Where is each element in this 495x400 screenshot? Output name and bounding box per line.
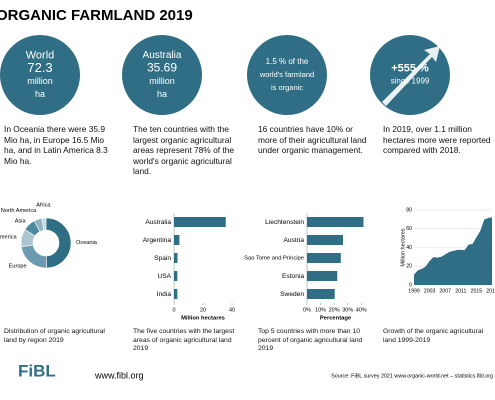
description: In 2019, over 1.1 million hectares more … xyxy=(383,124,491,155)
bar xyxy=(174,217,226,227)
pie-slice xyxy=(41,217,47,231)
stat-circle xyxy=(122,35,202,115)
y-tick-label: 40 xyxy=(406,245,412,251)
stat-line: ha xyxy=(35,89,45,99)
stat-line: is organic xyxy=(271,83,303,92)
category-label: Australia xyxy=(145,219,171,226)
stat-line: since 1999 xyxy=(391,77,430,86)
bar xyxy=(174,253,178,263)
stat-line: 72.3 xyxy=(27,60,52,75)
slice-label: Europe xyxy=(9,263,27,269)
stat-line: 35.69 xyxy=(147,61,177,75)
x-tick-label: 30% xyxy=(342,307,353,313)
bar xyxy=(307,289,335,299)
category-label: Austria xyxy=(283,237,304,244)
category-label: Liechtenstein xyxy=(265,219,304,226)
description: In Oceania there were 35.9 Mio ha, in Eu… xyxy=(4,124,108,166)
x-tick-label: 40% xyxy=(356,307,367,313)
x-tick-label: 2007 xyxy=(439,288,451,294)
slice-label: Asia xyxy=(15,218,27,224)
bar xyxy=(307,271,338,281)
description: The ten countries with the largest organ… xyxy=(133,124,235,176)
chart-caption: The five countries with the largest area… xyxy=(133,328,235,352)
y-tick-label: 80 xyxy=(406,207,412,213)
category-label: Argentina xyxy=(143,237,172,244)
x-tick-label: 20% xyxy=(329,307,340,313)
pie-slice xyxy=(45,217,72,269)
y-tick-label: 0 xyxy=(409,282,412,288)
source: Source: FiBL survey 2021 www.organic-wor… xyxy=(331,373,493,379)
y-tick-label: 60 xyxy=(406,226,412,232)
chart-caption: Distribution of organic agricultural lan… xyxy=(4,328,105,344)
area xyxy=(414,217,492,285)
bar xyxy=(307,253,341,263)
growth-arrow xyxy=(382,46,440,106)
bar xyxy=(307,235,343,245)
x-tick-label: 2003 xyxy=(424,288,436,294)
bar xyxy=(174,289,178,299)
category-label: Estonia xyxy=(282,273,304,280)
x-axis-label: Million hectares xyxy=(181,316,225,322)
slice-label: Latin America xyxy=(0,234,18,240)
x-tick-label: 20 xyxy=(200,307,206,313)
y-tick-label: 20 xyxy=(406,264,412,270)
stat-line: ha xyxy=(157,89,167,99)
logo: FiBL xyxy=(18,361,56,380)
chart-caption: Growth of the organic agricultural land … xyxy=(383,328,484,344)
slice-label: Africa xyxy=(36,203,51,209)
stat-line: 1.5 % of the xyxy=(266,57,309,66)
stat-circle xyxy=(0,35,80,115)
stat-line: World xyxy=(26,49,55,61)
x-tick-label: 40 xyxy=(229,307,235,313)
category-label: Spain xyxy=(154,255,171,262)
x-tick-label: 0 xyxy=(172,307,175,313)
stat-line: million xyxy=(149,76,175,86)
stat-line: million xyxy=(27,76,53,86)
bar xyxy=(307,217,364,227)
description: 16 countries have 10% or more of their a… xyxy=(258,124,367,155)
x-axis-label: Percentage xyxy=(320,316,352,322)
y-axis-label: Million hectares xyxy=(400,228,406,266)
x-tick-label: 0% xyxy=(303,307,311,313)
x-tick-label: 2019 xyxy=(486,288,495,294)
category-label: Sao Tome and Principe xyxy=(244,256,304,262)
x-tick-label: 2015 xyxy=(471,288,483,294)
slice-label: North America xyxy=(1,208,37,214)
x-tick-label: 10% xyxy=(315,307,326,313)
x-tick-label: 2011 xyxy=(455,288,466,294)
x-tick-label: 1999 xyxy=(408,288,420,294)
bar xyxy=(174,271,178,281)
stat-line: Australia xyxy=(143,50,182,61)
slice-label: Oceania xyxy=(76,240,98,246)
category-label: India xyxy=(157,291,172,298)
stat-circle xyxy=(247,35,327,115)
category-label: Sweden xyxy=(280,291,304,298)
page-title: ORGANIC FARMLAND 2019 xyxy=(0,7,193,24)
stat-line: world's farmland xyxy=(259,70,314,79)
stat-line: +555 % xyxy=(391,62,429,74)
chart-caption: Top 5 countries with more than 10 percen… xyxy=(258,328,363,352)
bar xyxy=(174,235,180,245)
category-label: USA xyxy=(157,273,171,280)
url: www.fibl.org xyxy=(94,370,144,380)
